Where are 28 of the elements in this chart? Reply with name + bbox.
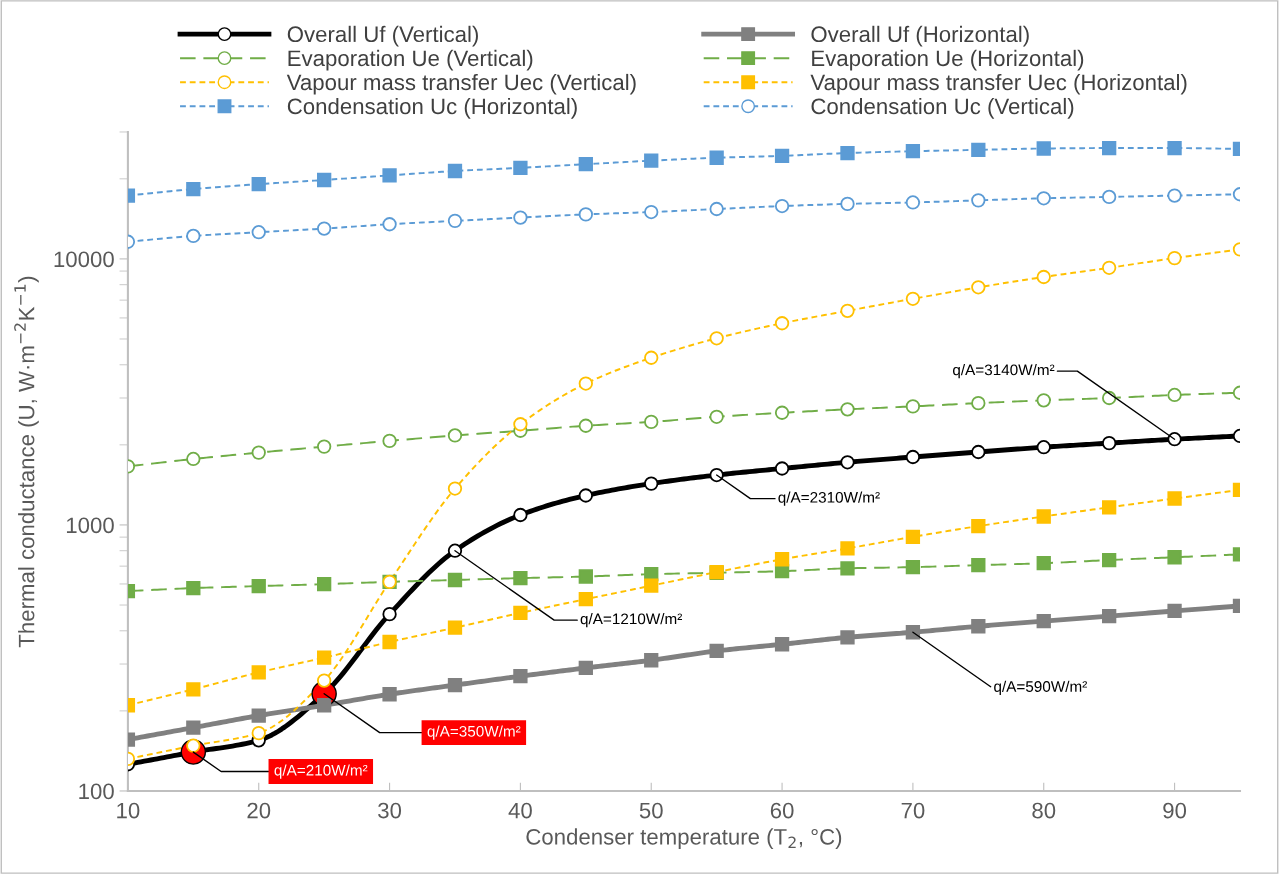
x-tick-label: 70 — [901, 802, 925, 819]
legend-label: Evaporation Ue (Vertical) — [288, 49, 533, 71]
legend-label: Overall Uf (Horizontal) — [811, 25, 1029, 47]
annotation: q/A=210W/m² — [274, 764, 368, 779]
y-tick-label: 1000 — [66, 517, 114, 534]
legend-label: Condensation Uc (Horizontal) — [287, 97, 577, 119]
legend-label: Vapour mass transfer Uec (Vertical) — [286, 73, 636, 95]
x-tick-label: 10 — [117, 802, 140, 819]
x-tick-label: 30 — [378, 802, 402, 819]
y-axis-title: Thermal conductance (U, W·m$^{−2}$K$^{−1}$) — [14, 276, 39, 648]
annotation: q/A=2310W/m² — [778, 491, 880, 506]
annotation: q/A=350W/m² — [427, 725, 521, 740]
legend-label: Evaporation Ue (Horizontal) — [812, 49, 1084, 71]
y-tick-label: 10000 — [54, 251, 114, 268]
x-tick-label: 50 — [639, 802, 663, 819]
legend-label: Overall Uf (Vertical) — [287, 25, 478, 47]
legend-label: Condensation Uc (Vertical) — [811, 97, 1074, 119]
legend-label: Vapour mass transfer Uec (Horizontal) — [810, 73, 1187, 95]
annotation: q/A=3140W/m² — [952, 364, 1055, 379]
annotation: q/A=1210W/m² — [580, 613, 683, 628]
x-tick-label: 80 — [1032, 802, 1056, 819]
annotation: q/A=590W/m² — [994, 680, 1087, 695]
x-tick-label: 90 — [1163, 802, 1187, 819]
x-tick-label: 60 — [770, 802, 794, 819]
x-tick-label: 20 — [247, 802, 271, 819]
y-tick-label: 100 — [79, 783, 114, 800]
x-axis-title: Condenser temperature (T$_{2}$, °C) — [526, 828, 842, 850]
x-tick-label: 40 — [508, 802, 532, 819]
